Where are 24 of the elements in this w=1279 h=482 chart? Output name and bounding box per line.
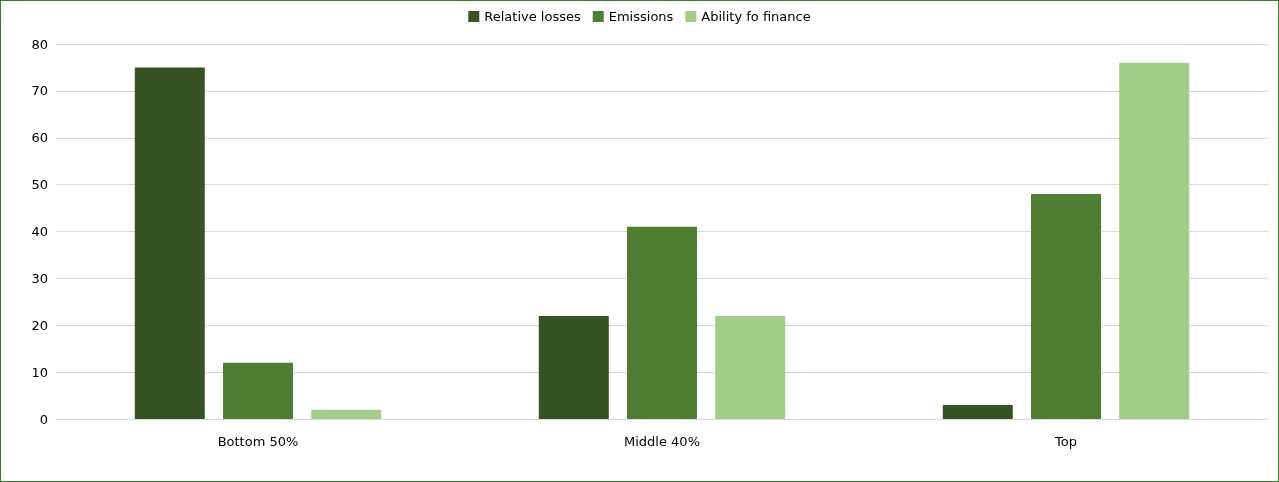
y-tick-label: 40: [31, 224, 48, 239]
bar: [942, 404, 1013, 419]
bar: [134, 67, 205, 419]
y-tick-label: 60: [31, 130, 48, 146]
y-tick-label: 80: [31, 36, 48, 52]
y-tick-label: 70: [31, 83, 48, 99]
y-tick-label: 50: [31, 177, 48, 193]
x-tick-label: Top: [1054, 434, 1077, 449]
y-tick-label: 0: [39, 411, 48, 427]
bar: [311, 409, 382, 419]
y-tick-label: 20: [31, 317, 48, 333]
x-tick-label: Middle 40%: [624, 434, 700, 449]
bar: [223, 362, 293, 419]
bar: [1119, 62, 1190, 419]
legend-label: Relative losses: [484, 9, 581, 24]
bar: [627, 226, 697, 419]
bar: [1031, 194, 1101, 419]
legend-label: Ability fo finance: [701, 9, 811, 24]
y-tick-label: 10: [31, 364, 48, 380]
legend-label: Emissions: [608, 9, 674, 24]
bar: [538, 315, 609, 419]
bar: [715, 315, 786, 419]
y-tick-label: 30: [31, 270, 48, 286]
x-tick-label: Bottom 50%: [217, 434, 299, 449]
